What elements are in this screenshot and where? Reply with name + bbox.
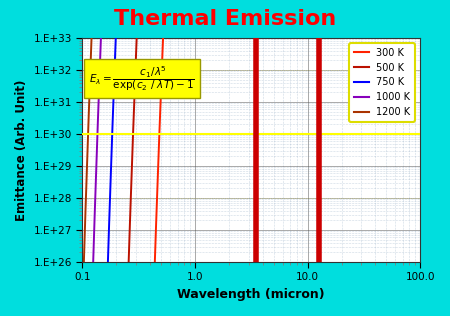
Y-axis label: Emittance (Arb. Unit): Emittance (Arb. Unit) [15, 79, 28, 221]
Text: Thermal Emission: Thermal Emission [114, 9, 336, 29]
X-axis label: Wavelength (micron): Wavelength (micron) [177, 288, 325, 301]
Legend: 300 K, 500 K, 750 K, 1000 K, 1200 K: 300 K, 500 K, 750 K, 1000 K, 1200 K [349, 43, 415, 122]
Text: $E_\lambda = \dfrac{c_1 / \lambda^5}{\exp(c_2\ /\ \lambda T) - 1}$: $E_\lambda = \dfrac{c_1 / \lambda^5}{\ex… [89, 64, 195, 93]
